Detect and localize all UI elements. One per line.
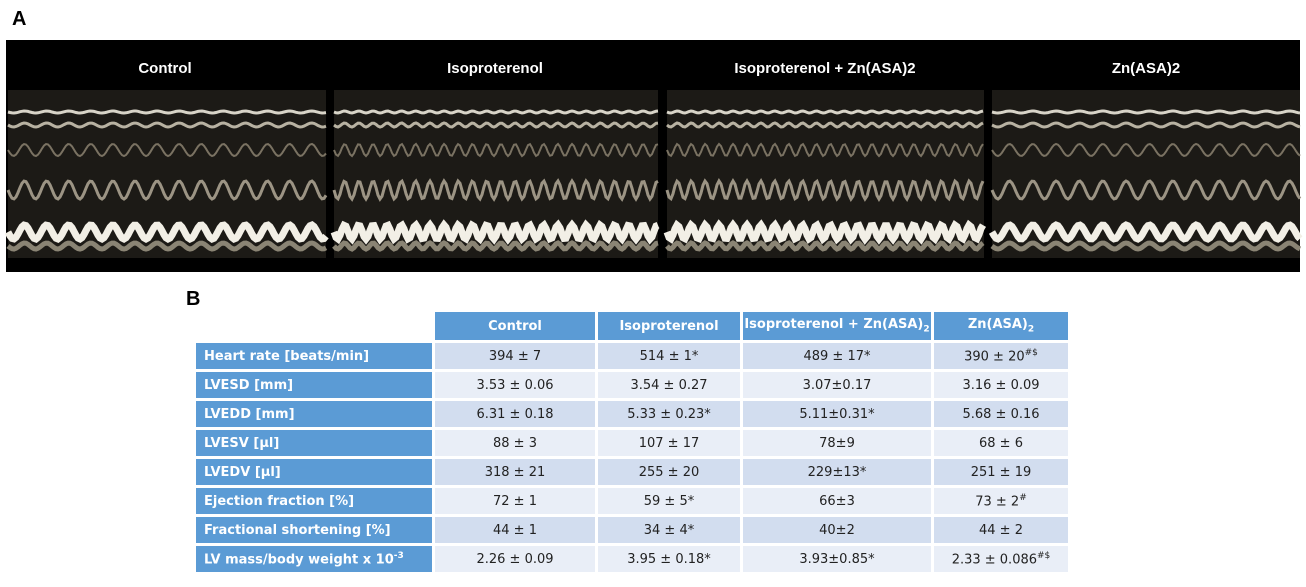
- cell-text: Isoproterenol + Zn(ASA): [744, 317, 923, 332]
- table-cell: 40±2: [743, 517, 931, 543]
- cell-text: LV mass/body weight x 10: [204, 552, 394, 567]
- table-cell: 34 ± 4*: [598, 517, 740, 543]
- echo-panel: Control Isoproterenol Isoproterenol + Zn(A…: [0, 0, 1306, 280]
- table-cell: 390 ± 20#$: [934, 343, 1068, 369]
- table-cell: 255 ± 20: [598, 459, 740, 485]
- table-cell: 229±13*: [743, 459, 931, 485]
- image-title: Isoproterenol: [447, 60, 543, 77]
- table-cell: 107 ± 17: [598, 430, 740, 456]
- row-label: Ejection fraction [%]: [196, 488, 432, 514]
- table-cell: 44 ± 2: [934, 517, 1068, 543]
- table-cell: 514 ± 1*: [598, 343, 740, 369]
- cell-text: 390 ± 20: [964, 349, 1025, 364]
- table-cell: 3.54 ± 0.27: [598, 372, 740, 398]
- table-cell: 489 ± 17*: [743, 343, 931, 369]
- header-blank: [196, 312, 432, 340]
- cell-text: Zn(ASA): [968, 317, 1028, 332]
- row-label: LVESV [µl]: [196, 430, 432, 456]
- table-cell: 44 ± 1: [435, 517, 595, 543]
- table-cell: 72 ± 1: [435, 488, 595, 514]
- row-label: Heart rate [beats/min]: [196, 343, 432, 369]
- table-cell: 6.31 ± 0.18: [435, 401, 595, 427]
- cell-text: 2.33 ± 0.086: [952, 552, 1037, 567]
- superscript: #: [1019, 493, 1027, 503]
- subscript: 2: [1028, 325, 1034, 335]
- table-cell: 5.11±0.31*: [743, 401, 931, 427]
- superscript: -3: [394, 551, 404, 561]
- row-label: LV mass/body weight x 10-3: [196, 546, 432, 572]
- panel-label: B: [186, 288, 200, 311]
- image-title: Zn(ASA)2: [1112, 60, 1180, 77]
- table-cell: 318 ± 21: [435, 459, 595, 485]
- row-label: LVESD [mm]: [196, 372, 432, 398]
- row-label: Fractional shortening [%]: [196, 517, 432, 543]
- superscript: #$: [1037, 551, 1050, 561]
- table-cell: 3.16 ± 0.09: [934, 372, 1068, 398]
- image-title: Control: [138, 60, 191, 77]
- table-cell: 59 ± 5*: [598, 488, 740, 514]
- table-cell: 88 ± 3: [435, 430, 595, 456]
- echo-trace: [334, 225, 658, 239]
- echo-trace: [334, 111, 658, 113]
- table-cell: 78±9: [743, 430, 931, 456]
- table-cell: 68 ± 6: [934, 430, 1068, 456]
- table-cell: 3.53 ± 0.06: [435, 372, 595, 398]
- image-title: Isoproterenol + Zn(ASA)2: [734, 60, 915, 77]
- table-cell: 394 ± 7: [435, 343, 595, 369]
- page: ControlIsoproterenolIsoproterenol + Zn(A…: [0, 0, 1306, 587]
- subscript: 2: [923, 325, 929, 335]
- superscript: #$: [1025, 348, 1038, 358]
- table-cell: 251 ± 19: [934, 459, 1068, 485]
- table-cell: 3.95 ± 0.18*: [598, 546, 740, 572]
- column-header: Isoproterenol + Zn(ASA)2: [743, 312, 931, 340]
- table-cell: 3.07±0.17: [743, 372, 931, 398]
- table-cell: 2.33 ± 0.086#$: [934, 546, 1068, 572]
- cell-text: 73 ± 2: [975, 494, 1019, 509]
- column-header: Isoproterenol: [598, 312, 740, 340]
- table-cell: 66±3: [743, 488, 931, 514]
- table-cell: 5.68 ± 0.16: [934, 401, 1068, 427]
- row-label: LVEDV [µl]: [196, 459, 432, 485]
- table-cell: 3.93±0.85*: [743, 546, 931, 572]
- column-header: Control: [435, 312, 595, 340]
- panel-label: A: [12, 8, 26, 31]
- table-cell: 2.26 ± 0.09: [435, 546, 595, 572]
- table-cell: 73 ± 2#: [934, 488, 1068, 514]
- row-label: LVEDD [mm]: [196, 401, 432, 427]
- column-header: Zn(ASA)2: [934, 312, 1068, 340]
- table-cell: 5.33 ± 0.23*: [598, 401, 740, 427]
